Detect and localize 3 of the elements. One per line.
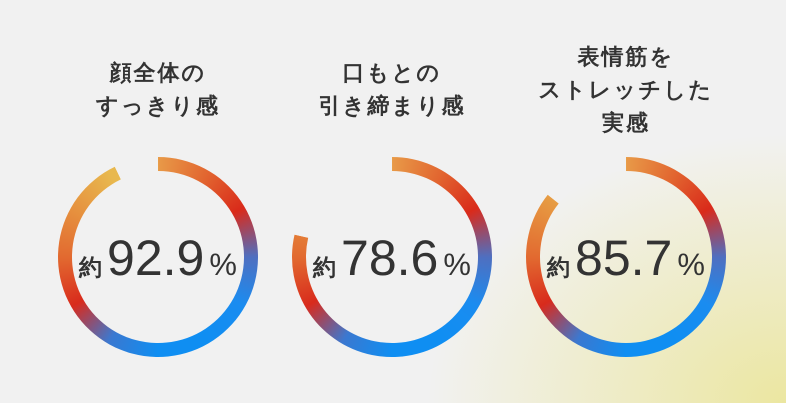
chart-title: 口もとの引き締まり感 <box>318 60 466 121</box>
chart-title: 顔全体のすっきり感 <box>95 60 221 121</box>
chart-title: 表情筋をストレッチした実感 <box>538 44 714 138</box>
